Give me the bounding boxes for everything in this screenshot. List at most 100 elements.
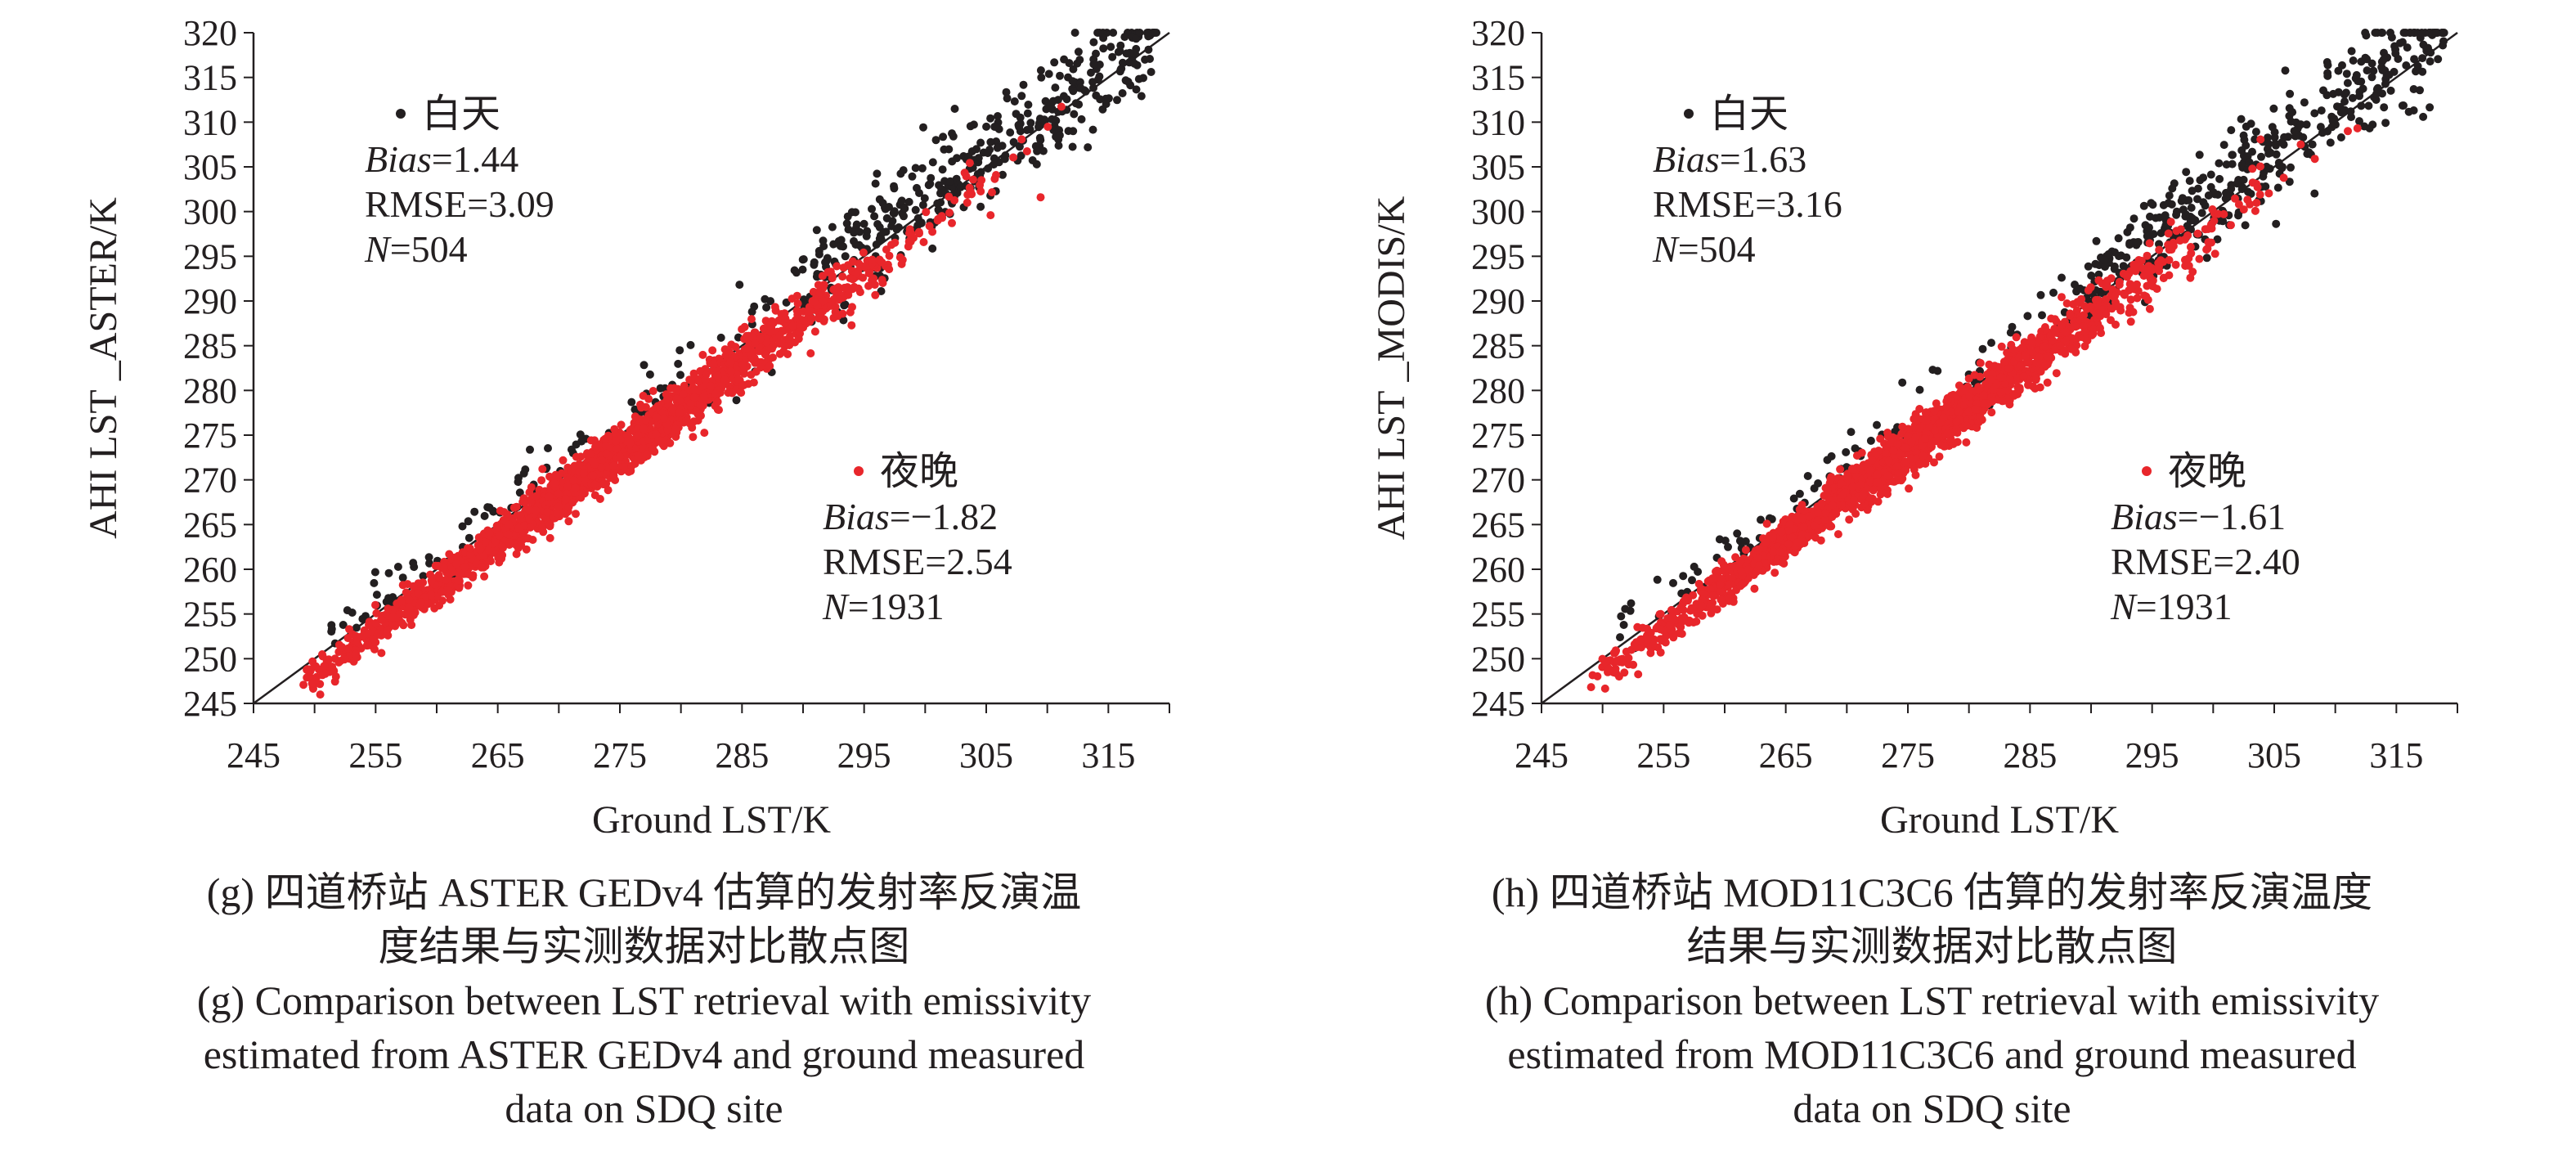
data-point xyxy=(914,227,923,236)
data-point xyxy=(949,132,958,141)
data-point xyxy=(1028,156,1037,164)
data-point xyxy=(2112,320,2120,329)
data-point xyxy=(1062,95,1071,104)
data-point xyxy=(2062,299,2071,308)
data-point xyxy=(325,655,334,664)
data-point xyxy=(939,133,948,142)
data-point xyxy=(2142,292,2151,301)
data-point xyxy=(913,183,921,192)
data-point xyxy=(1636,643,1645,652)
data-point xyxy=(2360,122,2369,131)
data-point xyxy=(2227,184,2236,193)
data-point xyxy=(1761,538,1770,547)
data-point xyxy=(1921,409,1930,417)
data-point xyxy=(2092,236,2101,245)
data-point xyxy=(877,258,886,267)
data-point xyxy=(1943,429,1952,438)
data-point xyxy=(589,471,598,480)
data-point xyxy=(424,553,433,562)
data-point xyxy=(1829,501,1837,510)
data-point xyxy=(713,398,722,407)
data-point xyxy=(1656,648,1665,657)
stat-n-night: N=1931 xyxy=(822,586,945,627)
data-point xyxy=(1646,649,1655,658)
data-point xyxy=(700,392,708,401)
data-point xyxy=(609,471,618,480)
data-point xyxy=(398,581,407,590)
data-point xyxy=(2133,280,2141,289)
stat-bias-day: Bias=1.44 xyxy=(365,138,518,180)
data-point xyxy=(2246,200,2255,209)
data-point xyxy=(990,123,999,131)
data-point xyxy=(1898,422,1907,431)
data-point xyxy=(2149,230,2158,239)
data-point xyxy=(870,212,879,221)
data-point xyxy=(1662,631,1671,640)
data-point xyxy=(465,544,474,553)
data-point xyxy=(2004,364,2013,373)
data-point xyxy=(740,322,749,331)
data-point xyxy=(1624,654,1633,663)
data-point xyxy=(1586,683,1595,692)
data-point xyxy=(2032,358,2041,367)
data-point xyxy=(2248,164,2257,173)
data-point xyxy=(2101,263,2109,272)
data-point xyxy=(372,591,381,600)
data-point xyxy=(765,327,774,336)
data-point xyxy=(1643,624,1652,633)
data-point xyxy=(2129,214,2138,223)
data-point xyxy=(590,491,599,500)
data-point xyxy=(1804,532,1813,541)
data-point xyxy=(1976,358,1985,367)
data-point xyxy=(2310,155,2319,164)
data-point xyxy=(2406,29,2415,37)
data-point xyxy=(871,290,880,299)
data-point xyxy=(815,313,824,322)
data-point xyxy=(1115,47,1124,56)
data-point xyxy=(1873,420,1881,429)
data-point xyxy=(2197,209,2206,218)
data-point xyxy=(1043,123,1052,131)
data-point xyxy=(1120,33,1129,42)
data-point xyxy=(2126,317,2135,326)
data-point xyxy=(2123,272,2132,281)
data-point xyxy=(838,272,847,281)
data-point xyxy=(483,503,492,512)
legend-marker-night xyxy=(854,466,864,476)
data-point xyxy=(859,248,868,257)
data-point xyxy=(516,510,525,519)
data-point xyxy=(1106,43,1115,52)
data-point xyxy=(553,509,562,518)
data-point xyxy=(842,219,851,228)
data-point xyxy=(1928,366,1937,375)
data-point xyxy=(689,433,698,442)
data-point xyxy=(1799,523,1808,532)
data-point xyxy=(2409,85,2418,93)
data-point xyxy=(2239,175,2248,184)
data-point xyxy=(545,498,554,507)
data-point xyxy=(2323,71,2332,80)
data-point xyxy=(2204,191,2213,200)
data-point xyxy=(619,463,628,471)
data-point xyxy=(2255,190,2264,199)
data-point xyxy=(2206,182,2215,191)
data-point xyxy=(1035,115,1044,124)
data-point xyxy=(1927,440,1936,449)
data-point xyxy=(356,633,365,641)
data-point xyxy=(2006,328,2015,337)
data-point xyxy=(839,242,847,251)
stat-n-value: =1931 xyxy=(848,586,945,627)
y-tick-label: 275 xyxy=(1471,416,1525,456)
data-point xyxy=(2296,120,2305,129)
data-point xyxy=(2323,127,2332,136)
caption-zh-line: 度结果与实测数据对比散点图 xyxy=(378,923,910,969)
data-point xyxy=(2086,302,2095,311)
y-tick-label: 245 xyxy=(183,684,237,724)
data-point xyxy=(514,478,523,487)
data-point xyxy=(426,570,435,579)
data-point xyxy=(631,405,640,414)
data-point xyxy=(1910,415,1919,424)
data-point xyxy=(1629,660,1638,669)
data-point xyxy=(2237,146,2246,155)
data-point xyxy=(2379,55,2388,64)
